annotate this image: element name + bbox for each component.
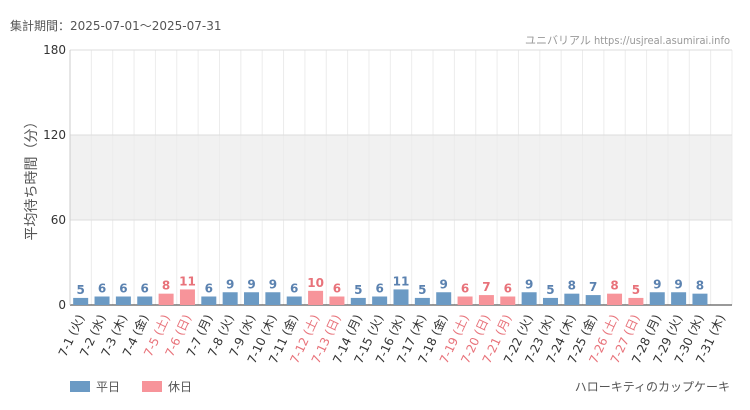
- bar-value-label: 6: [333, 282, 341, 296]
- bar-value-label: 9: [525, 277, 533, 291]
- bar-value-label: 9: [247, 277, 255, 291]
- bar: [94, 296, 110, 305]
- bar-value-label: 6: [461, 282, 469, 296]
- bar: [201, 296, 217, 305]
- bar-value-label: 6: [205, 282, 213, 296]
- bar-value-label: 6: [290, 282, 298, 296]
- y-tick-label: 60: [51, 213, 66, 227]
- bar-value-label: 6: [98, 282, 106, 296]
- bar: [628, 297, 644, 305]
- bar: [308, 290, 324, 305]
- legend-item-holiday: 休日: [142, 378, 192, 395]
- bar-value-label: 5: [418, 283, 426, 297]
- bar: [436, 292, 452, 305]
- period-label: 集計期間：2025-07-01～2025-07-31: [10, 19, 222, 33]
- bar-value-label: 8: [162, 279, 170, 293]
- legend-swatch-weekday: [70, 381, 90, 392]
- site-watermark: ユニバリアル https://usjreal.asumirai.info: [524, 34, 730, 47]
- shaded-band: [70, 135, 732, 220]
- attraction-name: ハローキティのカップケーキ: [574, 380, 730, 394]
- y-tick-label: 120: [43, 128, 66, 142]
- bar-value-label: 11: [179, 274, 196, 288]
- bar: [671, 292, 687, 305]
- bar-value-label: 7: [482, 280, 490, 294]
- bar: [265, 292, 281, 305]
- legend-item-weekday: 平日: [70, 378, 120, 395]
- legend-label-weekday: 平日: [96, 380, 121, 394]
- bar-value-label: 8: [696, 279, 704, 293]
- legend-label-holiday: 休日: [168, 380, 193, 394]
- bar: [649, 292, 665, 305]
- bar: [158, 293, 174, 305]
- bar-value-label: 8: [568, 279, 576, 293]
- bar: [286, 296, 302, 305]
- bar: [350, 297, 366, 305]
- legend: 平日 休日: [70, 378, 214, 395]
- legend-swatch-holiday: [142, 381, 163, 392]
- bar-value-label: 5: [354, 283, 362, 297]
- bar: [137, 296, 153, 305]
- bar-value-label: 6: [504, 282, 512, 296]
- bar: [564, 293, 580, 305]
- bar: [521, 292, 537, 305]
- bar: [372, 296, 388, 305]
- bar: [478, 295, 494, 305]
- bar-value-label: 6: [141, 282, 149, 296]
- bar-value-label: 9: [653, 277, 661, 291]
- bar: [329, 296, 345, 305]
- bar: [500, 296, 516, 305]
- bar-value-label: 6: [375, 282, 383, 296]
- bar: [179, 289, 195, 305]
- bar: [542, 297, 558, 305]
- y-axis-label: 平均待ち時間（分）: [24, 115, 40, 241]
- bar-value-label: 11: [393, 274, 410, 288]
- bar-value-label: 9: [440, 277, 448, 291]
- bar-value-label: 5: [632, 283, 640, 297]
- y-tick-label: 0: [58, 298, 66, 312]
- y-tick-label: 180: [43, 43, 66, 57]
- bar-value-label: 9: [226, 277, 234, 291]
- bar-value-label: 9: [269, 277, 277, 291]
- bar: [244, 292, 260, 305]
- bar-value-label: 9: [674, 277, 682, 291]
- bar: [73, 297, 89, 305]
- bar-value-label: 5: [546, 283, 554, 297]
- bar: [115, 296, 131, 305]
- bar: [692, 293, 708, 305]
- bar: [222, 292, 238, 305]
- bar: [607, 293, 623, 305]
- bar-value-label: 8: [610, 279, 618, 293]
- bar-value-label: 10: [307, 276, 324, 290]
- bar: [393, 289, 409, 305]
- bar: [585, 295, 601, 305]
- bar-value-label: 7: [589, 280, 597, 294]
- bar: [457, 296, 473, 305]
- bar-value-label: 5: [76, 283, 84, 297]
- bar: [414, 297, 430, 305]
- bar-value-label: 6: [119, 282, 127, 296]
